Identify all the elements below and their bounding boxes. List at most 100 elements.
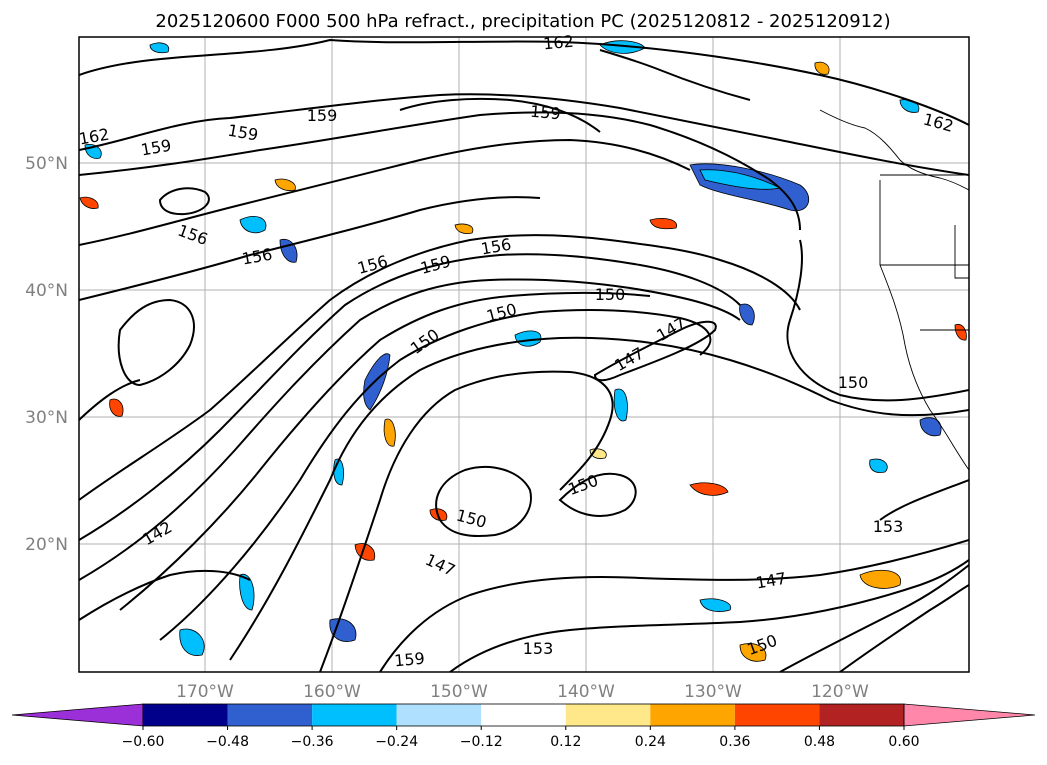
- map-background: [79, 37, 969, 672]
- contour-line: [79, 253, 741, 541]
- contour-line: [159, 309, 712, 641]
- colorbar-tick-labels: −0.60 −0.48 −0.36 −0.24 −0.12 0.12 0.24 0.36 0.4…: [122, 726, 920, 750]
- contour-line: [399, 97, 601, 133]
- precip-area-negative: [239, 216, 267, 234]
- precip-area-negative: [919, 417, 942, 437]
- contour-line: [117, 298, 195, 387]
- precip-area-negative: [699, 598, 732, 612]
- contour-line: [599, 49, 751, 101]
- contour-line: [79, 111, 801, 231]
- longitude-axis: 170°W 160°W 150°W 140°W 130°W 120°W: [176, 682, 869, 702]
- contour-label: 153: [523, 639, 554, 658]
- coastline: [819, 109, 969, 471]
- contour-label: 153: [873, 517, 904, 536]
- lon-label: 150°W: [430, 682, 488, 702]
- precip-area-positive: [274, 178, 296, 191]
- precip-area-negative: [739, 303, 755, 326]
- colorbar-outline: [142, 703, 905, 727]
- lon-label: 140°W: [557, 682, 615, 702]
- precip-area-negative: [363, 353, 391, 411]
- colorbar-swatch: [819, 704, 904, 726]
- contour-label: 159: [393, 649, 425, 671]
- lat-label: 30°N: [25, 408, 68, 428]
- colorbar-tick-label: −0.60: [122, 734, 165, 750]
- contour-line: [786, 239, 969, 402]
- contour-line: [79, 569, 251, 621]
- lat-label: 40°N: [25, 281, 68, 301]
- colorbar-tick-label: 0.36: [719, 734, 750, 750]
- contour-line: [79, 38, 969, 126]
- contour-line: [79, 234, 801, 501]
- precip-area-positive: [383, 418, 396, 447]
- colorbar-extend-max: [903, 703, 1036, 727]
- coast-line: [879, 264, 969, 471]
- colorbar-tick-label: 0.24: [635, 734, 666, 750]
- contour-line: [79, 138, 691, 246]
- precip-area-positive: [739, 643, 767, 662]
- precip-area-positive: [649, 218, 678, 230]
- colorbar-extend-min: [11, 703, 144, 727]
- colorbar-tick-label: −0.36: [291, 734, 334, 750]
- contour-label: 159: [307, 106, 338, 125]
- contour-label: 159: [529, 102, 561, 124]
- precip-area-positive: [79, 196, 99, 209]
- contour-line: [379, 539, 969, 672]
- precip-area-negative: [613, 388, 628, 422]
- colorbar-tick-label: 0.12: [550, 734, 581, 750]
- colorbar-swatch: [227, 704, 313, 726]
- map-frame: [78, 36, 970, 673]
- contour-line: [79, 278, 741, 581]
- precip-area-positive: [354, 543, 376, 561]
- contour-line: [839, 584, 969, 672]
- lon-label: 120°W: [811, 682, 869, 702]
- colorbar-tick-label: 0.60: [888, 734, 919, 750]
- contour-line: [449, 559, 969, 672]
- colorbar-swatch: [650, 704, 735, 726]
- contour-line: [158, 187, 210, 216]
- colorbar-swatch: [565, 704, 651, 726]
- contour-line: [779, 564, 969, 672]
- contour-label: 150: [595, 285, 626, 304]
- contour-label: 150: [838, 373, 869, 392]
- precip-area-negative: [239, 573, 255, 611]
- precip-area-negative: [869, 458, 888, 473]
- lat-label: 20°N: [25, 535, 68, 555]
- colorbar-tick-label: 0.48: [804, 734, 835, 750]
- contour-line: [79, 93, 969, 176]
- colorbar-tick-label: −0.24: [375, 734, 418, 750]
- colorbar-swatch: [143, 704, 228, 726]
- latitude-axis: 50°N 40°N 30°N 20°N: [25, 154, 68, 555]
- contour-line: [119, 292, 651, 611]
- precip-area-positive: [689, 482, 729, 496]
- precip-shading: [79, 40, 967, 662]
- colorbar-tick-label: −0.12: [460, 734, 503, 750]
- contour-line: [558, 472, 637, 517]
- contour-line: [319, 370, 614, 672]
- colorbar-swatch: [396, 704, 482, 726]
- lat-label: 50°N: [25, 154, 68, 174]
- contour-line: [79, 379, 141, 421]
- precip-area-positive: [954, 323, 967, 341]
- precip-area-positive: [454, 223, 474, 234]
- colorbar-swatch: [734, 704, 820, 726]
- contour-line: [593, 320, 717, 382]
- precip-area-positive: [814, 61, 830, 75]
- colorbar-swatch: [312, 704, 397, 726]
- precip-area-negative: [149, 42, 170, 54]
- contour-line: [435, 465, 532, 538]
- colorbar: [11, 703, 1036, 727]
- figure-title: 2025120600 F000 500 hPa refract., precip…: [155, 11, 890, 32]
- lon-label: 170°W: [176, 682, 234, 702]
- contour-line: [79, 196, 541, 301]
- refractivity-contours: [79, 38, 969, 672]
- coast-line: [819, 109, 969, 191]
- lon-label: 160°W: [303, 682, 361, 702]
- precip-area-negative: [179, 628, 205, 656]
- precip-area-positive: [109, 398, 124, 417]
- precip-area-negative: [514, 330, 542, 347]
- precip-area-positive: [859, 569, 901, 589]
- state-border: [954, 225, 969, 279]
- colorbar-tick-label: −0.48: [206, 734, 249, 750]
- map-panel: [78, 36, 970, 673]
